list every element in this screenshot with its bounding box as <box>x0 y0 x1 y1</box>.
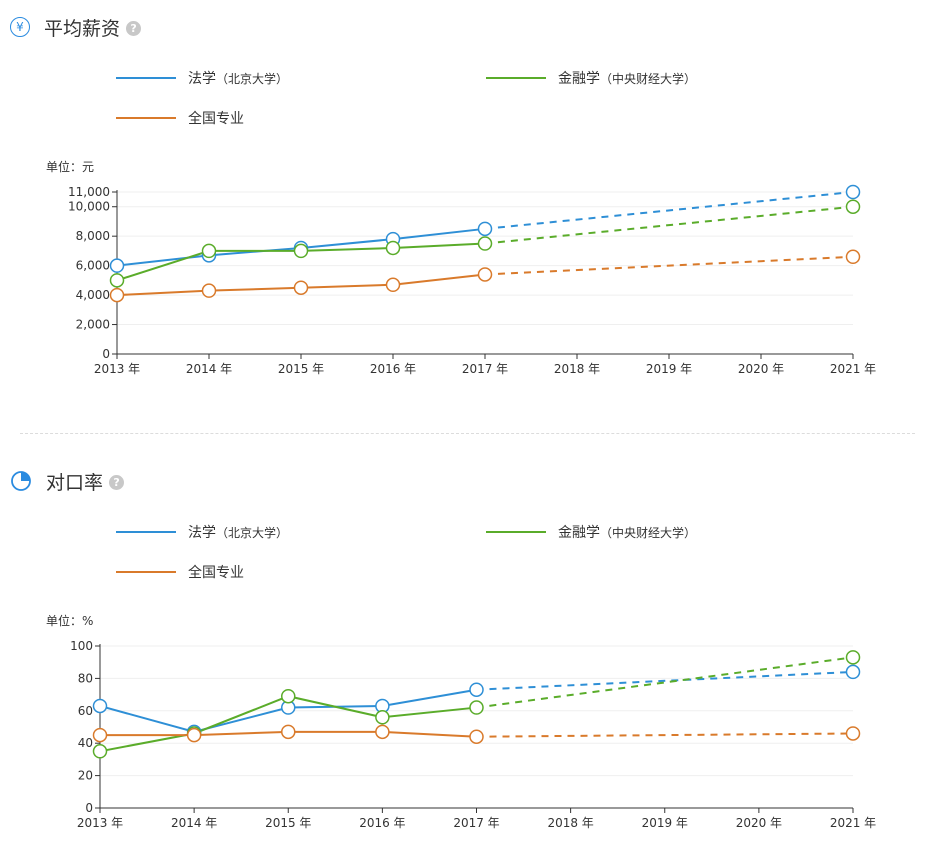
data-point-national <box>477 267 493 282</box>
help-icon[interactable]: ? <box>126 21 142 36</box>
y-tick-label: 2,000 <box>76 318 110 332</box>
y-tick-label: 0 <box>102 347 110 361</box>
data-point-finance <box>201 243 217 259</box>
salary-section-title: 平均薪资 <box>44 17 121 40</box>
forecast-line-law <box>484 191 854 230</box>
salary-unit-label: 单位：元 <box>46 160 95 174</box>
pie-chart-icon <box>10 470 32 492</box>
legend-finance-line <box>486 77 546 79</box>
data-point-national <box>293 280 309 295</box>
forecast-point-national <box>845 249 861 265</box>
salary-section-header: ¥ 平均薪资 ? <box>10 12 142 42</box>
legend-national-label: 全国专业 <box>188 111 244 127</box>
x-tick-label: 2015 年 <box>278 362 324 376</box>
y-tick-label: 6,000 <box>76 259 110 273</box>
legend-finance[interactable]: 金融学（中央财经大学） <box>486 68 696 88</box>
legend-finance[interactable]: 金融学（中央财经大学） <box>486 522 696 542</box>
x-tick-label: 2015 年 <box>265 816 311 830</box>
x-tick-label: 2019 年 <box>642 816 688 830</box>
x-tick-label: 2020 年 <box>738 362 784 376</box>
x-tick-label: 2014 年 <box>171 816 217 830</box>
data-point-finance <box>281 688 296 704</box>
legend-law-label: 法学（北京大学） <box>188 71 289 87</box>
forecast-line-law <box>476 670 854 691</box>
x-tick-label: 2018 年 <box>547 816 593 830</box>
y-tick-label: 11,000 <box>68 185 110 199</box>
legend-law-line <box>116 531 176 533</box>
data-point-law <box>92 698 108 714</box>
legend-national[interactable]: 全国专业 <box>116 562 244 582</box>
forecast-point-law <box>845 664 861 680</box>
data-point-finance <box>477 236 493 251</box>
forecast-point-law <box>845 184 861 200</box>
x-tick-label: 2018 年 <box>554 362 600 376</box>
data-point-finance <box>375 710 390 725</box>
data-point-finance <box>469 700 484 715</box>
x-tick-label: 2013 年 <box>77 816 123 830</box>
data-point-national <box>281 724 296 740</box>
data-point-national <box>186 727 202 743</box>
yen-circle-icon: ¥ <box>10 17 30 37</box>
data-point-national <box>375 724 390 740</box>
forecast-point-national <box>845 726 861 741</box>
x-tick-label: 2016 年 <box>359 816 405 830</box>
data-point-finance <box>385 240 401 256</box>
match-rate-unit-label: 单位：% <box>46 614 94 628</box>
data-point-finance <box>92 744 108 759</box>
x-tick-label: 2016 年 <box>370 362 416 376</box>
forecast-line-finance <box>476 656 854 709</box>
data-point-finance <box>293 243 309 259</box>
legend-finance-label: 金融学（中央财经大学） <box>558 525 697 541</box>
data-point-national <box>92 727 108 743</box>
x-tick-label: 2014 年 <box>186 362 232 376</box>
y-tick-label: 10,000 <box>68 200 110 214</box>
x-tick-label: 2017 年 <box>462 362 508 376</box>
forecast-line-national <box>476 732 854 738</box>
y-tick-label: 20 <box>78 769 93 783</box>
y-tick-label: 8,000 <box>76 229 110 243</box>
y-tick-label: 0 <box>85 801 93 815</box>
legend-national-line <box>116 117 176 119</box>
salary-section: ¥ 平均薪资 ? 法学（北京大学） 金融学（中央财经大学） 全国专业 单位：元 … <box>0 0 936 420</box>
legend-finance-line <box>486 531 546 533</box>
y-tick-label: 4,000 <box>76 288 110 302</box>
data-point-law <box>109 258 125 273</box>
data-point-national <box>201 283 217 298</box>
y-tick-label: 80 <box>78 671 93 685</box>
x-tick-label: 2013 年 <box>94 362 140 376</box>
legend-national[interactable]: 全国专业 <box>116 108 244 128</box>
data-point-national <box>109 287 125 303</box>
legend-law-line <box>116 77 176 79</box>
data-point-national <box>469 729 484 744</box>
forecast-line-national <box>484 255 854 276</box>
match-rate-section-title: 对口率 <box>46 471 104 494</box>
forecast-point-finance <box>845 650 861 665</box>
legend-national-line <box>116 571 176 573</box>
match-rate-section-header: 对口率 ? <box>10 466 125 496</box>
legend-law-label: 法学（北京大学） <box>188 525 289 541</box>
legend-national-label: 全国专业 <box>188 565 244 581</box>
forecast-line-finance <box>484 205 854 245</box>
section-divider <box>20 433 915 434</box>
data-point-law <box>477 221 493 237</box>
data-point-finance <box>109 273 125 288</box>
x-tick-label: 2017 年 <box>453 816 499 830</box>
legend-finance-label: 金融学（中央财经大学） <box>558 71 697 87</box>
data-point-law <box>469 682 484 697</box>
legend-law[interactable]: 法学（北京大学） <box>116 522 288 542</box>
y-tick-label: 100 <box>70 639 93 653</box>
forecast-point-finance <box>845 199 861 214</box>
y-tick-label: 60 <box>78 704 93 718</box>
data-point-national <box>385 277 401 293</box>
x-tick-label: 2020 年 <box>736 816 782 830</box>
x-tick-label: 2021 年 <box>830 816 876 830</box>
x-tick-label: 2019 年 <box>646 362 692 376</box>
x-tick-label: 2021 年 <box>830 362 876 376</box>
y-tick-label: 40 <box>78 736 93 750</box>
help-icon[interactable]: ? <box>109 475 125 490</box>
legend-law[interactable]: 法学（北京大学） <box>116 68 288 88</box>
